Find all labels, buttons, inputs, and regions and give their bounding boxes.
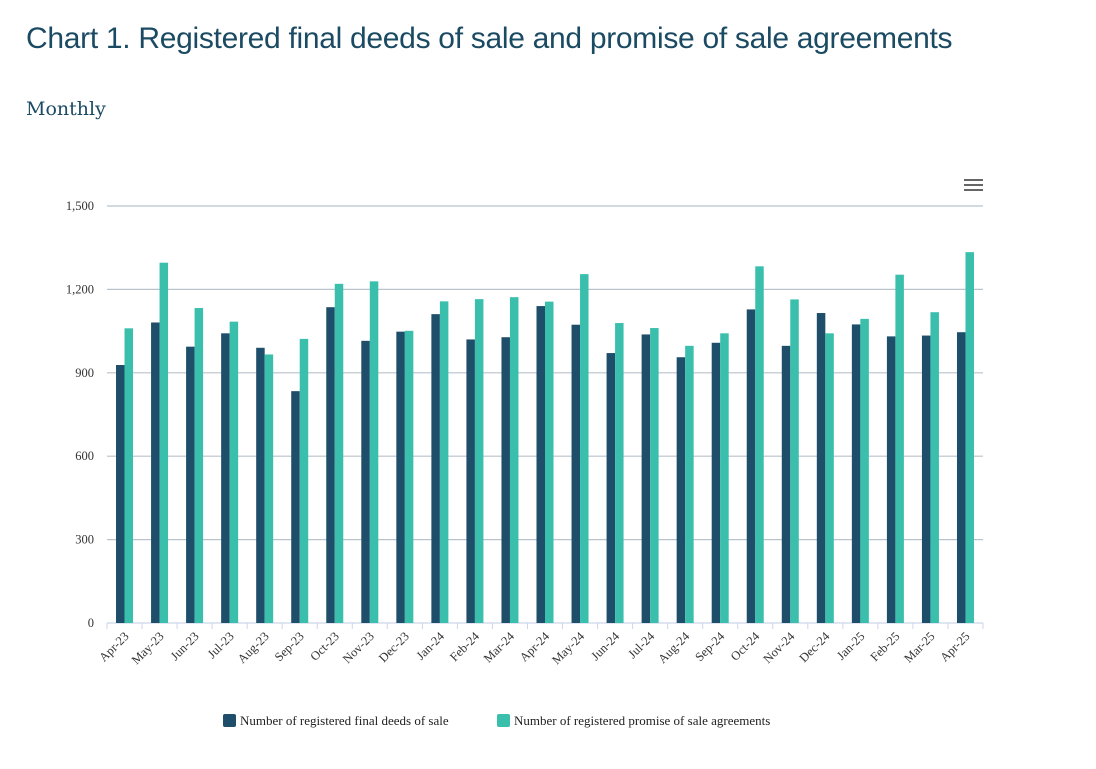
x-tick-label: Jul-23	[205, 629, 237, 661]
x-tick-label: Jan-24	[414, 629, 448, 663]
legend-swatch	[223, 714, 236, 727]
bar-promise-agreements-Apr-24[interactable]	[545, 301, 554, 623]
bar-promise-agreements-May-23[interactable]	[159, 262, 169, 623]
x-tick-label: Sep-24	[692, 629, 727, 664]
bar-promise-agreements-Apr-23[interactable]	[124, 328, 134, 623]
bar-final-deeds-Jun-23[interactable]	[186, 346, 195, 623]
y-tick-label: 600	[75, 449, 94, 463]
y-tick-label: 0	[88, 616, 94, 630]
bar-final-deeds-Apr-23[interactable]	[116, 365, 125, 623]
bar-final-deeds-Jun-24[interactable]	[606, 353, 616, 623]
bar-promise-agreements-Jun-24[interactable]	[615, 323, 624, 623]
bar-promise-agreements-Aug-23[interactable]	[264, 354, 274, 623]
x-tick-label: Dec-24	[797, 629, 833, 665]
x-tick-label: May-23	[129, 629, 167, 667]
x-tick-label: Dec-23	[376, 629, 412, 665]
bar-promise-agreements-Aug-24[interactable]	[685, 345, 694, 623]
bar-final-deeds-Nov-24[interactable]	[781, 345, 791, 623]
bar-final-deeds-Oct-23[interactable]	[326, 307, 335, 623]
x-tick-label: May-24	[549, 629, 587, 667]
x-tick-label: Feb-24	[447, 629, 482, 664]
bar-final-deeds-Jul-24[interactable]	[641, 334, 651, 623]
legend-label: Number of registered final deeds of sale	[240, 713, 449, 728]
x-tick-label: Apr-24	[517, 629, 553, 665]
bar-final-deeds-Jan-25[interactable]	[851, 324, 861, 623]
x-tick-label: Apr-25	[937, 629, 972, 664]
hamburger-menu-icon[interactable]	[963, 178, 985, 192]
bar-promise-agreements-Nov-23[interactable]	[369, 281, 379, 623]
bar-final-deeds-Oct-24[interactable]	[746, 309, 756, 623]
bar-promise-agreements-Dec-23[interactable]	[404, 330, 414, 623]
bar-final-deeds-Jan-24[interactable]	[431, 314, 440, 623]
x-tick-label: Mar-25	[901, 629, 937, 665]
bar-final-deeds-Dec-24[interactable]	[816, 313, 826, 623]
y-tick-label: 1,500	[66, 199, 94, 213]
y-tick-label: 900	[75, 366, 94, 380]
bar-promise-agreements-Jan-25[interactable]	[860, 318, 869, 623]
bar-final-deeds-Nov-23[interactable]	[361, 340, 370, 623]
x-tick-label: Nov-24	[760, 629, 797, 666]
bar-promise-agreements-May-24[interactable]	[580, 274, 589, 623]
bar-final-deeds-Feb-25[interactable]	[886, 336, 896, 623]
bar-final-deeds-Aug-23[interactable]	[256, 347, 265, 623]
legend-label: Number of registered promise of sale agr…	[514, 713, 770, 728]
x-tick-label: Jun-23	[168, 629, 202, 663]
x-tick-label: Nov-23	[340, 629, 377, 666]
bar-promise-agreements-Jan-24[interactable]	[439, 301, 449, 623]
x-tick-label: Sep-23	[272, 629, 307, 664]
bar-promise-agreements-Jul-24[interactable]	[650, 328, 659, 623]
bar-final-deeds-Apr-25[interactable]	[956, 332, 966, 623]
bar-promise-agreements-Sep-24[interactable]	[720, 333, 729, 623]
x-tick-label: Oct-24	[728, 629, 763, 664]
y-tick-label: 1,200	[66, 282, 94, 296]
legend-item-final-deeds[interactable]: Number of registered final deeds of sale	[223, 713, 449, 728]
x-tick-label: Jun-24	[588, 629, 622, 663]
x-tick-label: Apr-23	[96, 629, 131, 664]
bar-final-deeds-May-23[interactable]	[151, 322, 160, 623]
x-tick-label: Mar-24	[481, 629, 518, 666]
bar-final-deeds-Sep-23[interactable]	[291, 391, 300, 623]
bar-promise-agreements-Apr-25[interactable]	[965, 252, 974, 623]
chart-subtitle: Monthly	[26, 98, 106, 120]
bar-promise-agreements-Mar-25[interactable]	[930, 312, 939, 623]
bar-final-deeds-Feb-24[interactable]	[466, 339, 475, 623]
y-tick-label: 300	[75, 533, 94, 547]
bar-promise-agreements-Oct-24[interactable]	[755, 266, 764, 623]
legend-item-promise-agreements[interactable]: Number of registered promise of sale agr…	[497, 713, 770, 728]
bar-promise-agreements-Nov-24[interactable]	[790, 299, 799, 623]
bar-promise-agreements-Jul-23[interactable]	[229, 321, 239, 623]
bar-final-deeds-Jul-23[interactable]	[221, 333, 230, 623]
x-tick-label: Aug-23	[235, 629, 272, 666]
bar-promise-agreements-Feb-25[interactable]	[895, 274, 904, 623]
bar-final-deeds-Mar-25[interactable]	[921, 335, 931, 623]
bar-promise-agreements-Mar-24[interactable]	[509, 297, 519, 623]
x-tick-label: Feb-25	[868, 629, 903, 664]
bar-promise-agreements-Feb-24[interactable]	[474, 299, 484, 623]
x-tick-label: Jul-24	[625, 629, 658, 662]
legend-swatch	[497, 714, 510, 727]
bar-final-deeds-Apr-24[interactable]	[536, 306, 546, 623]
bar-final-deeds-Sep-24[interactable]	[711, 342, 721, 623]
bar-final-deeds-Mar-24[interactable]	[501, 337, 510, 623]
bar-final-deeds-Aug-24[interactable]	[676, 357, 686, 623]
bar-final-deeds-May-24[interactable]	[571, 324, 581, 623]
x-tick-label: Oct-23	[307, 629, 341, 663]
bar-promise-agreements-Oct-23[interactable]	[334, 283, 344, 623]
bar-promise-agreements-Jun-23[interactable]	[194, 308, 204, 623]
chart-title: Chart 1. Registered final deeds of sale …	[26, 22, 953, 55]
x-tick-label: Jan-25	[834, 629, 867, 662]
x-tick-label: Aug-24	[655, 629, 692, 666]
bar-promise-agreements-Sep-23[interactable]	[299, 338, 309, 623]
bar-final-deeds-Dec-23[interactable]	[396, 331, 405, 623]
bar-promise-agreements-Dec-24[interactable]	[825, 333, 834, 623]
